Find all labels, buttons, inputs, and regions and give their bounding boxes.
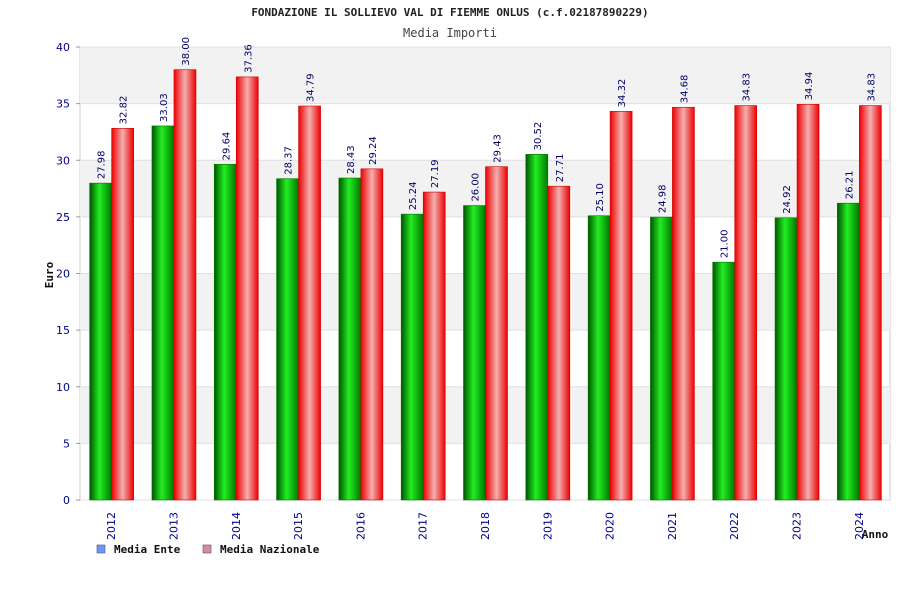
chart-subtitle: Media Importi bbox=[403, 26, 497, 40]
bar-media-nazionale-2018 bbox=[485, 166, 508, 501]
data-label: 38.00 bbox=[181, 37, 192, 66]
x-tick-label: 2024 bbox=[853, 512, 866, 540]
y-axis-ticks: 0 5 10 15 20 25 30 35 40 bbox=[56, 41, 70, 507]
data-label: 37.36 bbox=[243, 44, 254, 73]
data-label: 25.10 bbox=[595, 183, 606, 212]
x-tick-label: 2015 bbox=[292, 512, 305, 540]
x-tick-label: 2020 bbox=[604, 512, 617, 540]
data-label: 30.52 bbox=[533, 122, 544, 151]
bar-media-nazionale-2021 bbox=[672, 106, 695, 501]
bar-media-nazionale-2013 bbox=[173, 69, 197, 501]
y-tick-label: 10 bbox=[56, 381, 70, 394]
data-label: 34.94 bbox=[804, 72, 815, 101]
data-label: 29.64 bbox=[221, 132, 232, 161]
legend-swatch bbox=[96, 544, 106, 554]
bar-media-nazionale-2016 bbox=[360, 168, 384, 501]
bar-media-nazionale-2015 bbox=[298, 105, 321, 501]
bar-media-ente-2017 bbox=[400, 213, 424, 501]
bar-media-ente-2013 bbox=[151, 125, 175, 501]
bar-media-nazionale-2019 bbox=[547, 185, 571, 501]
y-axis-label: Euro bbox=[43, 261, 56, 288]
data-label: 33.03 bbox=[159, 93, 170, 122]
x-tick-label: 2019 bbox=[541, 512, 554, 540]
x-tick-label: 2014 bbox=[230, 512, 243, 540]
bar-media-ente-2024 bbox=[837, 202, 860, 501]
data-label: 27.19 bbox=[430, 159, 441, 188]
bar-media-ente-2018 bbox=[463, 205, 486, 501]
y-tick-label: 40 bbox=[56, 41, 70, 54]
grid-band bbox=[80, 47, 890, 104]
x-tick-label: 2018 bbox=[479, 512, 492, 540]
data-label: 21.00 bbox=[720, 230, 731, 259]
data-label: 29.43 bbox=[493, 134, 504, 163]
data-label: 28.43 bbox=[346, 145, 357, 174]
data-label: 27.71 bbox=[555, 154, 566, 183]
bar-media-nazionale-2014 bbox=[235, 76, 259, 501]
data-label: 25.24 bbox=[408, 182, 419, 211]
data-label: 34.79 bbox=[306, 73, 317, 102]
x-tick-label: 2023 bbox=[791, 512, 804, 540]
y-tick-label: 20 bbox=[56, 268, 70, 281]
legend: Media Ente Media Nazionale bbox=[96, 543, 320, 556]
legend-label: Media Ente bbox=[114, 543, 181, 556]
data-label: 34.83 bbox=[742, 73, 753, 102]
bar-media-ente-2015 bbox=[276, 178, 299, 501]
data-label: 34.32 bbox=[617, 79, 628, 108]
data-label: 32.82 bbox=[119, 96, 130, 125]
bar-media-ente-2014 bbox=[213, 164, 237, 501]
y-tick-label: 30 bbox=[56, 154, 70, 167]
bar-media-ente-2022 bbox=[712, 261, 736, 501]
bar-media-ente-2021 bbox=[650, 216, 673, 501]
x-tick-label: 2012 bbox=[105, 512, 118, 540]
x-tick-label: 2021 bbox=[666, 512, 679, 540]
bar-media-nazionale-2012 bbox=[111, 128, 134, 501]
bar-media-ente-2019 bbox=[525, 154, 549, 501]
legend-swatch bbox=[202, 544, 212, 554]
data-label: 24.98 bbox=[657, 184, 668, 213]
y-tick-label: 5 bbox=[63, 437, 70, 450]
data-label: 27.98 bbox=[97, 150, 108, 179]
y-tick-label: 35 bbox=[56, 98, 70, 111]
bar-media-nazionale-2024 bbox=[859, 105, 882, 501]
bar-media-nazionale-2022 bbox=[734, 105, 758, 501]
data-label: 24.92 bbox=[782, 185, 793, 214]
bars bbox=[89, 69, 882, 501]
bar-media-ente-2020 bbox=[587, 215, 611, 501]
legend-label: Media Nazionale bbox=[220, 543, 320, 556]
bar-media-nazionale-2020 bbox=[609, 111, 633, 501]
bar-media-nazionale-2017 bbox=[422, 191, 446, 501]
data-label: 29.24 bbox=[368, 136, 379, 165]
data-label: 34.83 bbox=[866, 73, 877, 102]
data-label: 26.21 bbox=[844, 171, 855, 200]
x-tick-label: 2016 bbox=[354, 512, 367, 540]
bar-media-nazionale-2023 bbox=[796, 104, 820, 501]
data-label: 28.37 bbox=[284, 146, 295, 175]
y-tick-label: 15 bbox=[56, 324, 70, 337]
bar-media-ente-2012 bbox=[89, 182, 112, 501]
y-tick-label: 25 bbox=[56, 211, 70, 224]
x-tick-label: 2022 bbox=[728, 512, 741, 540]
data-label: 26.00 bbox=[471, 173, 482, 202]
bar-media-ente-2016 bbox=[338, 177, 362, 501]
x-axis-ticks: 2012 2013 2014 2015 2016 2017 2018 2019 2020 2021… bbox=[105, 512, 866, 540]
x-axis-label: Anno bbox=[862, 528, 889, 541]
bar-media-ente-2023 bbox=[774, 217, 798, 501]
x-tick-label: 2017 bbox=[417, 512, 430, 540]
chart-title: FONDAZIONE IL SOLLIEVO VAL DI FIEMME ONL… bbox=[251, 6, 648, 19]
x-tick-label: 2013 bbox=[167, 512, 180, 540]
data-label: 34.68 bbox=[679, 75, 690, 104]
data-labels: 27.98 32.82 33.03 38.00 29.64 37.36 28.37 34.79… bbox=[97, 37, 878, 258]
y-tick-label: 0 bbox=[63, 494, 70, 507]
